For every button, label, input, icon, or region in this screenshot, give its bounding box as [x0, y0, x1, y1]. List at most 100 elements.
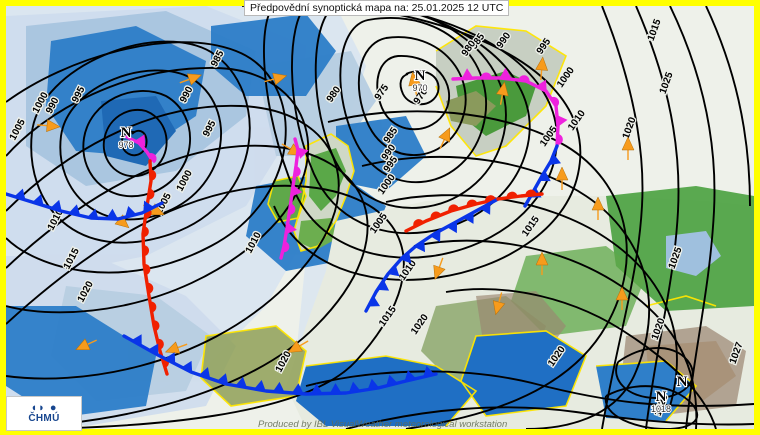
- warm-front-bump: [430, 211, 442, 220]
- cold-front-barb: [423, 365, 435, 378]
- cold-front-barb: [291, 383, 304, 395]
- warm-front-bump: [147, 188, 155, 200]
- cold-front-barb: [414, 240, 425, 253]
- wind-arrow: [621, 136, 635, 160]
- cold-front-barb: [216, 373, 229, 386]
- cold-front-barb: [134, 134, 146, 147]
- warm-front: [496, 189, 544, 201]
- cold-front-barb: [479, 202, 491, 215]
- wind-arrow-layer: [36, 56, 635, 354]
- warm-front-bump: [518, 75, 530, 82]
- producer-credit: Produced by IBL VisualWeather meteorolog…: [258, 419, 508, 430]
- cold-front-barb: [87, 208, 99, 221]
- wind-arrow: [438, 127, 451, 149]
- warm-front-bump: [288, 203, 296, 215]
- chmu-logo-text: ČHMÚ: [28, 412, 60, 424]
- warm-front-bump: [506, 191, 518, 199]
- wind-arrow: [495, 81, 509, 105]
- wind-arrow: [164, 341, 188, 354]
- warm-front-bump: [448, 204, 459, 213]
- cold-front-barb: [131, 334, 142, 347]
- warm-front-bump: [525, 189, 537, 196]
- cold-front-barb: [387, 264, 400, 277]
- warm-front: [404, 195, 500, 233]
- low-pressure-value: 970: [412, 83, 427, 93]
- warm-front-bump: [143, 245, 150, 257]
- cold-front-barb: [68, 204, 81, 216]
- cold-front-barb: [348, 381, 361, 393]
- svg-text:N: N: [656, 389, 667, 405]
- cold-front-barb: [235, 376, 248, 388]
- cold-front-barb: [499, 67, 512, 79]
- occluded-front: [125, 134, 157, 164]
- page-title: Předpovědní synoptická mapa na: 25.01.20…: [250, 2, 504, 14]
- cold-front: [122, 334, 438, 396]
- cold-front-barb: [556, 114, 568, 127]
- cold-front-barb: [291, 184, 303, 197]
- cold-front-barb: [399, 251, 412, 264]
- warm-front-bump: [146, 282, 154, 294]
- cold-front-barb: [446, 221, 458, 234]
- cold-front-barb: [285, 222, 297, 235]
- cold-front-barb: [253, 379, 266, 392]
- wind-arrow: [433, 257, 446, 281]
- wind-arrow: [179, 73, 203, 86]
- warm-front-bump: [480, 72, 492, 79]
- warm-front-bump: [147, 153, 157, 164]
- cold-front-barb: [106, 208, 119, 220]
- isobar-label-layer: 9859909951000100510101015102099099510001…: [6, 16, 747, 419]
- cold-front-barb: [535, 79, 547, 92]
- cold-front-barb: [14, 188, 26, 201]
- warm-front-bump: [156, 338, 164, 350]
- wind-arrow: [591, 196, 605, 220]
- chmu-logo-glyphs: ◖◗ ●: [30, 401, 58, 414]
- warm-front-bump: [466, 199, 478, 207]
- warm-front-bump: [413, 219, 424, 228]
- wind-arrow: [492, 292, 506, 316]
- cold-front-barb: [367, 378, 380, 390]
- wind-arrow: [264, 72, 288, 86]
- map-title-bar: Předpovědní synoptická mapa na: 25.01.20…: [244, 0, 510, 16]
- cold-front-barb: [310, 383, 323, 395]
- cold-front-barb: [181, 360, 193, 373]
- cold-front-barb: [538, 170, 551, 182]
- cold-front: [6, 188, 164, 221]
- cold-front-barb: [429, 230, 441, 243]
- cold-front-barb: [377, 279, 390, 291]
- svg-text:N: N: [677, 374, 688, 390]
- cold-front-barb: [124, 206, 137, 218]
- cold-front-barb: [147, 343, 159, 356]
- cold-front-barb: [296, 147, 309, 159]
- cold-front-barb: [272, 381, 285, 393]
- cold-front-barb: [32, 194, 44, 206]
- occluded-front: [279, 137, 309, 260]
- warm-front-bump: [282, 241, 290, 253]
- warm-front-bump: [142, 226, 149, 238]
- wind-arrow: [75, 338, 97, 351]
- cold-front-barb: [461, 68, 474, 79]
- cold-front-barb: [367, 295, 381, 307]
- synoptic-map-canvas[interactable]: 985 990 995 1000 1005 1010 1015 1020 990 995 1000 1…: [6, 6, 754, 429]
- cold-front-barb: [386, 374, 398, 387]
- wind-arrow: [535, 56, 548, 81]
- isobar-layer: [6, 6, 754, 429]
- warm-front-bump: [550, 96, 560, 108]
- wind-arrow: [408, 71, 422, 95]
- cold-front-barb: [329, 383, 342, 394]
- wind-arrow: [36, 119, 61, 132]
- wind-arrow: [535, 251, 549, 275]
- wind-arrow: [615, 286, 629, 310]
- low-pressure-center: N: [675, 373, 688, 391]
- wind-arrow: [555, 166, 569, 190]
- warm-front-bump: [152, 320, 160, 332]
- cold-front-barb: [50, 199, 62, 212]
- low-pressure-value: 1018: [651, 404, 671, 414]
- svg-text:N: N: [121, 125, 132, 141]
- warm-front-bump: [143, 264, 151, 275]
- chmu-logo[interactable]: ◖◗ ● ČHMÚ: [6, 396, 82, 431]
